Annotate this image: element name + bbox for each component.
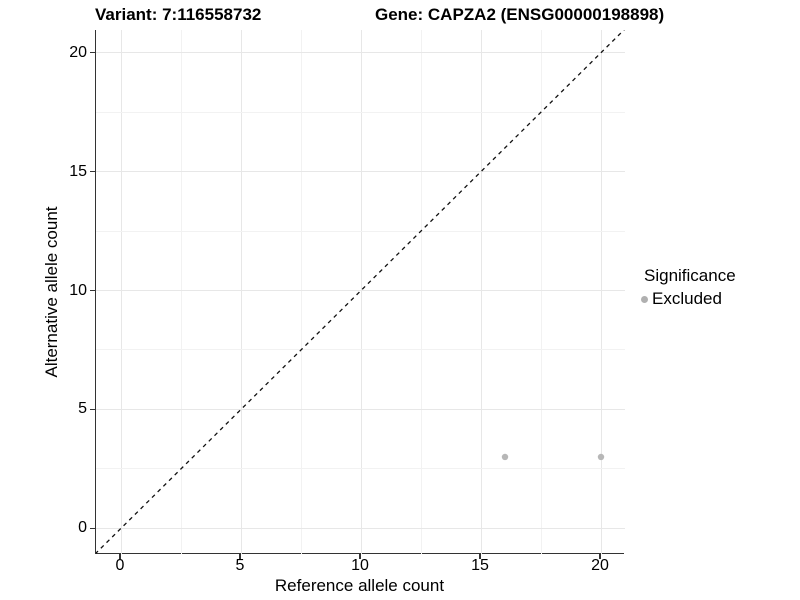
identity-line	[96, 30, 625, 554]
plot-layer	[96, 30, 625, 554]
data-point	[597, 453, 605, 461]
gridline-x-minor	[300, 30, 302, 554]
x-axis-tick	[479, 554, 481, 559]
y-tick-label: 0	[78, 519, 87, 537]
gridline-y-major	[96, 52, 625, 54]
y-tick-label: 15	[69, 162, 87, 180]
y-axis-tick	[90, 171, 95, 173]
y-tick-label: 5	[78, 400, 87, 418]
legend-item-label: Excluded	[652, 289, 722, 308]
legend: Significance Excluded	[641, 266, 736, 309]
x-axis-tick	[239, 554, 241, 559]
gridline-y-minor	[96, 111, 625, 113]
x-tick-label: 10	[351, 557, 369, 574]
legend-item-excluded: Excluded	[641, 289, 736, 309]
plot-panel	[95, 30, 625, 554]
gridline-y-major	[96, 408, 625, 410]
legend-title: Significance	[644, 266, 736, 285]
gridline-y-minor	[96, 468, 625, 470]
gridline-x-major	[120, 30, 122, 554]
plot-title-variant: Variant: 7:116558732	[95, 5, 262, 24]
gridline-x-minor	[540, 30, 542, 554]
gridline-x-major	[600, 30, 602, 554]
x-axis-tick	[359, 554, 361, 559]
y-axis-tick	[90, 289, 95, 292]
gridline-x-major	[240, 30, 242, 554]
excluded-point-icon	[641, 295, 648, 303]
gridline-x-major	[480, 30, 482, 554]
gridline-y-major	[96, 527, 625, 529]
y-axis-tick	[90, 408, 95, 410]
gridline-y-minor	[96, 230, 625, 232]
x-tick-label: 5	[235, 557, 245, 574]
data-point	[501, 453, 509, 461]
y-tick-label: 10	[69, 281, 87, 299]
y-axis-title: Alternative allele count	[42, 206, 61, 378]
gridline-x-major	[360, 30, 362, 554]
x-axis-title: Reference allele count	[274, 576, 445, 595]
gridline-x-minor	[180, 30, 182, 554]
x-tick-label: 15	[471, 557, 489, 574]
y-axis-tick	[90, 52, 95, 54]
gridline-y-minor	[96, 349, 625, 351]
x-axis-tick	[119, 554, 121, 559]
x-tick-label: 0	[115, 557, 125, 574]
plot-title-gene: Gene: CAPZA2 (ENSG00000198898)	[375, 5, 665, 24]
y-tick-label: 20	[69, 43, 87, 61]
gridline-y-major	[96, 290, 625, 291]
gridline-x-minor	[420, 30, 422, 554]
gridline-y-major	[96, 171, 625, 173]
x-tick-label: 20	[591, 557, 609, 574]
x-axis-tick	[599, 554, 601, 559]
y-axis-tick	[90, 527, 95, 529]
